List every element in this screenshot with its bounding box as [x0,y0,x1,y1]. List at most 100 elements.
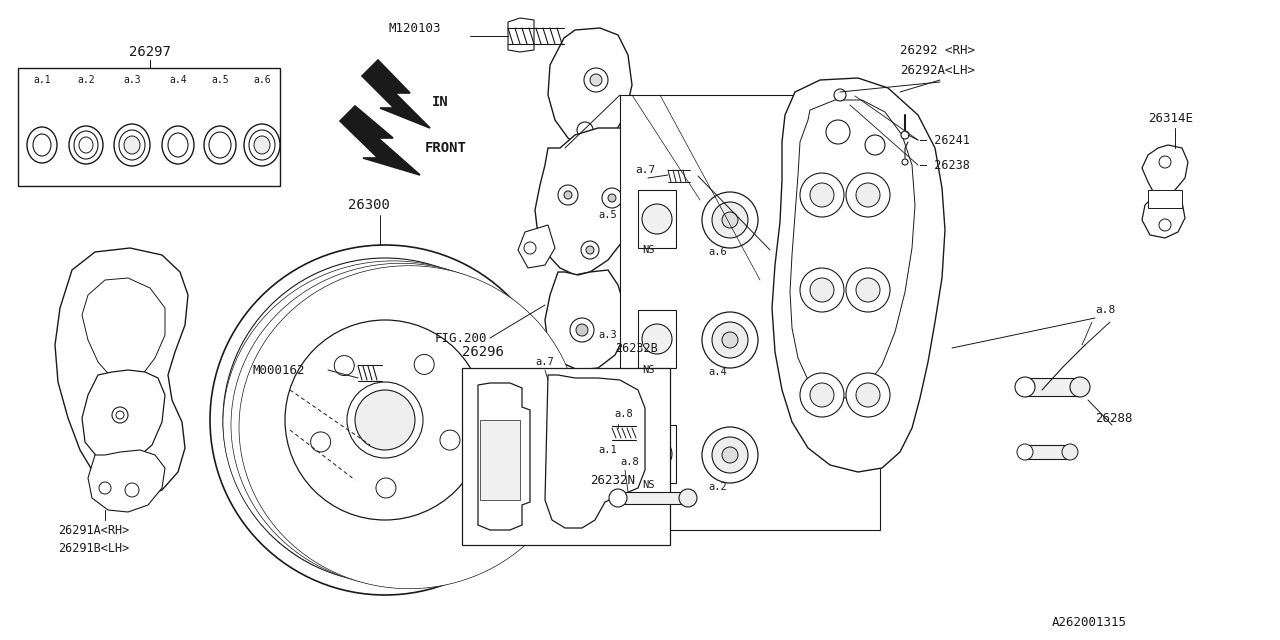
Circle shape [581,241,599,259]
Circle shape [602,188,622,208]
Circle shape [678,489,698,507]
Polygon shape [508,18,534,52]
Text: IN: IN [433,95,449,109]
Ellipse shape [376,478,396,498]
Ellipse shape [119,130,145,160]
Circle shape [564,191,572,199]
Text: a.6: a.6 [253,75,271,85]
Circle shape [116,411,124,419]
Ellipse shape [204,126,236,164]
Ellipse shape [250,130,275,160]
Text: a.1: a.1 [33,75,51,85]
Bar [462,368,669,545]
Circle shape [652,242,664,254]
Polygon shape [82,370,165,465]
Circle shape [701,312,758,368]
Circle shape [856,183,881,207]
Text: A262001315: A262001315 [1052,616,1126,628]
Circle shape [1158,156,1171,168]
Bar [1148,190,1181,208]
Ellipse shape [643,324,672,354]
Polygon shape [632,225,668,265]
Circle shape [1158,219,1171,231]
Ellipse shape [643,439,672,469]
Circle shape [584,68,608,92]
Polygon shape [548,28,632,148]
Ellipse shape [347,382,422,458]
Text: a.8: a.8 [620,457,639,467]
Text: 26288: 26288 [1094,412,1133,424]
Bar [480,420,520,500]
Text: a.7: a.7 [535,357,554,367]
Bar [637,310,676,368]
Circle shape [722,447,739,463]
Text: a.4: a.4 [169,75,187,85]
Bar [637,425,676,483]
Circle shape [1018,444,1033,460]
Text: 26291B<LH>: 26291B<LH> [58,541,129,554]
Circle shape [856,278,881,302]
Circle shape [590,74,602,86]
Text: a.4: a.4 [708,367,727,377]
Circle shape [701,192,758,248]
Circle shape [846,268,890,312]
Ellipse shape [285,320,485,520]
Circle shape [701,427,758,483]
Polygon shape [340,106,420,175]
Circle shape [800,268,844,312]
Circle shape [558,185,579,205]
Text: 26292 <RH>: 26292 <RH> [900,44,975,56]
Circle shape [609,489,627,507]
Polygon shape [1142,145,1188,238]
Text: 26296: 26296 [462,345,504,359]
Ellipse shape [440,430,460,450]
Ellipse shape [33,134,51,156]
Circle shape [524,242,536,254]
Bar [620,95,881,530]
Circle shape [1015,377,1036,397]
Text: M000162: M000162 [252,364,305,376]
Circle shape [901,131,909,139]
Bar [1025,445,1070,459]
Circle shape [800,373,844,417]
Circle shape [835,89,846,101]
Bar [18,68,280,186]
Text: NS: NS [643,480,654,490]
Text: a.5: a.5 [211,75,229,85]
Bar [637,190,676,248]
Text: M120103: M120103 [388,22,440,35]
Ellipse shape [334,356,355,376]
Text: NS: NS [643,245,654,255]
Circle shape [826,120,850,144]
Text: 26297: 26297 [129,45,172,59]
Circle shape [800,173,844,217]
Polygon shape [790,100,915,398]
Text: 26292A<LH>: 26292A<LH> [900,63,975,77]
Text: a.3: a.3 [123,75,141,85]
Text: a.1: a.1 [598,445,617,455]
Ellipse shape [114,124,150,166]
Polygon shape [82,278,165,382]
Ellipse shape [223,261,563,584]
Ellipse shape [355,390,415,450]
Polygon shape [518,225,556,268]
Polygon shape [535,128,648,275]
Polygon shape [362,60,430,128]
Ellipse shape [27,127,58,163]
Circle shape [113,407,128,423]
Text: 26300: 26300 [348,198,390,212]
Text: a.8: a.8 [1094,305,1115,315]
Polygon shape [477,383,530,530]
Text: NS: NS [643,365,654,375]
Text: — 26238: — 26238 [920,159,970,172]
Ellipse shape [415,355,434,374]
Ellipse shape [168,133,188,157]
Ellipse shape [163,126,195,164]
Ellipse shape [124,136,140,154]
Polygon shape [55,248,188,498]
Bar [1025,378,1080,396]
Text: a.8: a.8 [614,409,632,419]
Circle shape [608,194,616,202]
Circle shape [810,278,835,302]
Ellipse shape [210,245,561,595]
